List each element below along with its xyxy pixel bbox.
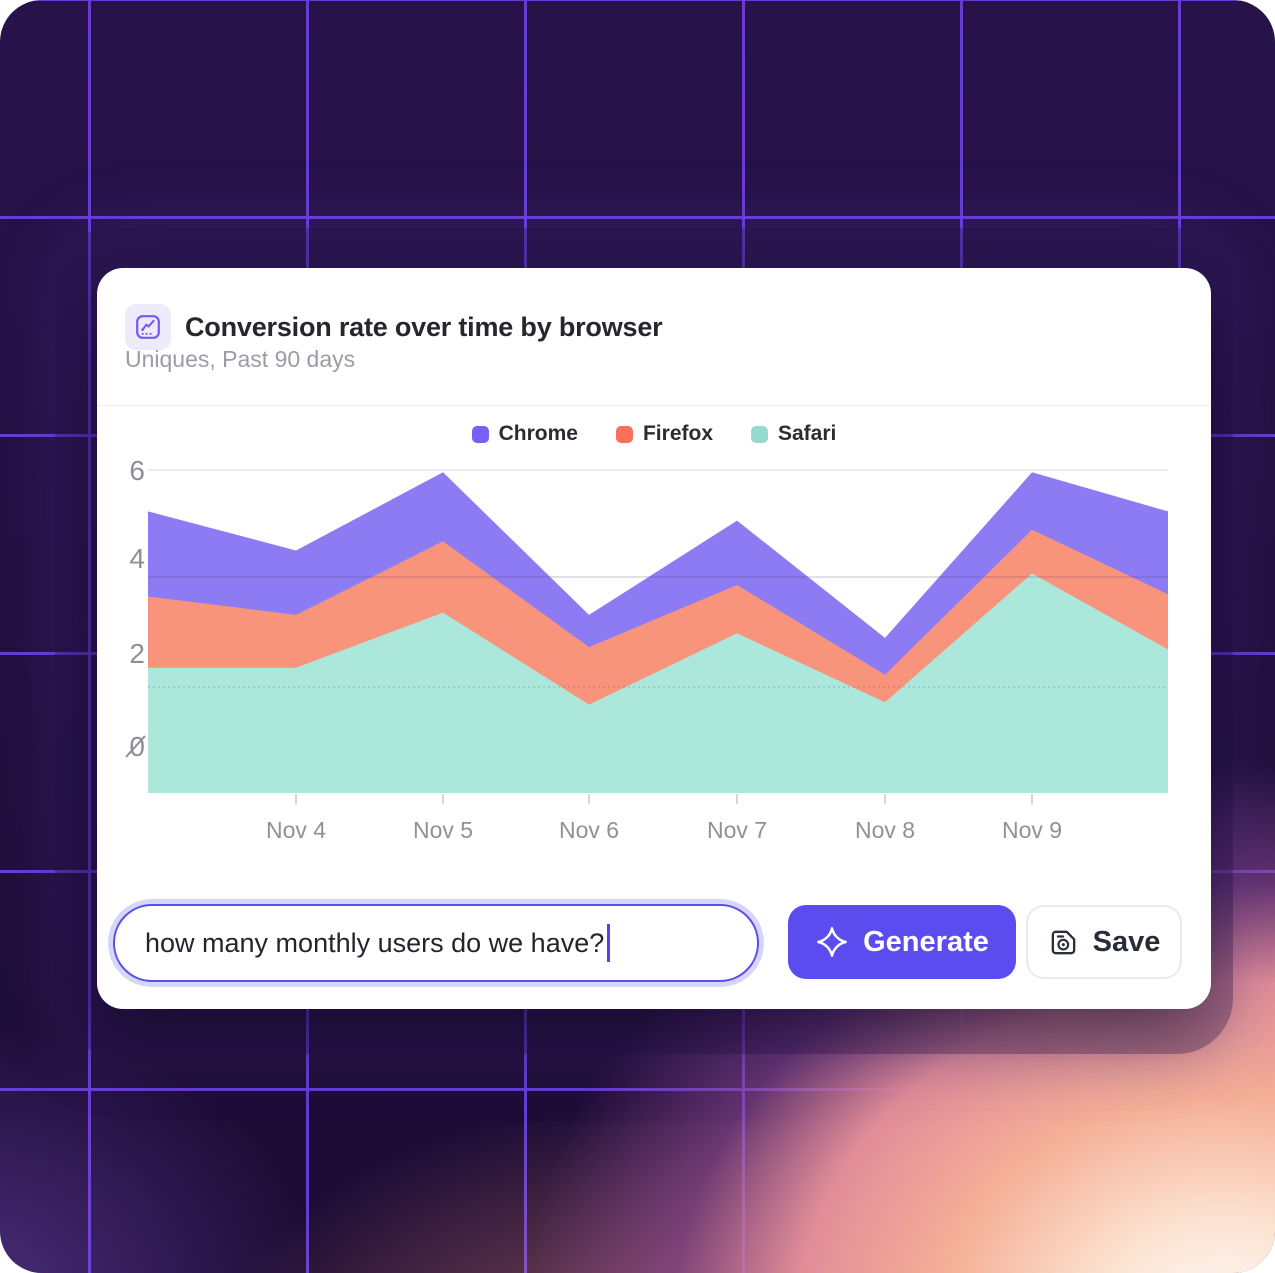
chart-card: Conversion rate over time by browser Uni…	[97, 268, 1211, 1009]
save-button[interactable]: Save	[1026, 905, 1182, 979]
y-axis-label: 4	[129, 543, 145, 574]
chrome-swatch-icon	[471, 425, 489, 443]
legend-label: Chrome	[498, 422, 578, 445]
save-icon	[1048, 927, 1079, 958]
x-axis-label: Nov 9	[1002, 817, 1062, 843]
generate-button-label: Generate	[863, 925, 989, 958]
chart-legend: Chrome Firefox Safari	[97, 422, 1211, 446]
save-button-label: Save	[1092, 925, 1161, 958]
text-cursor	[607, 924, 611, 962]
header-divider	[97, 405, 1211, 406]
x-axis-label: Nov 7	[707, 817, 767, 843]
legend-item-firefox[interactable]: Firefox	[615, 422, 713, 446]
card-subtitle: Uniques, Past 90 days	[125, 346, 356, 372]
y-axis-label: 6	[129, 455, 145, 486]
prompt-bar: how many monthly users do we have? Gener…	[97, 903, 1211, 983]
legend-item-chrome[interactable]: Chrome	[471, 422, 578, 446]
stacked-area-chart: 6 4 2 0 Nov 4 Nov 5 Nov 6 Nov 7 Nov 8 Nov 9	[125, 455, 1168, 843]
x-axis-label: Nov 8	[855, 817, 915, 843]
x-axis-label: Nov 5	[413, 817, 473, 843]
prompt-input[interactable]: how many monthly users do we have?	[113, 904, 759, 982]
area-safari	[148, 573, 1168, 793]
prompt-input-value: how many monthly users do we have?	[145, 927, 605, 958]
legend-label: Firefox	[642, 422, 713, 445]
line-chart-icon	[125, 304, 171, 350]
card-header: Conversion rate over time by browser	[125, 304, 663, 350]
sparkle-icon	[815, 925, 849, 959]
page-title: Conversion rate over time by browser	[185, 311, 663, 342]
y-axis-label: 2	[129, 638, 145, 669]
x-axis-label: Nov 6	[559, 817, 619, 843]
generate-button[interactable]: Generate	[788, 905, 1016, 979]
safari-swatch-icon	[751, 425, 768, 443]
legend-item-safari[interactable]: Safari	[751, 422, 836, 446]
slashed-zero-stroke	[125, 735, 146, 758]
legend-label: Safari	[778, 422, 837, 445]
y-axis-label: 0	[129, 731, 145, 762]
x-axis-label: Nov 4	[266, 817, 326, 843]
firefox-swatch-icon	[615, 425, 633, 443]
